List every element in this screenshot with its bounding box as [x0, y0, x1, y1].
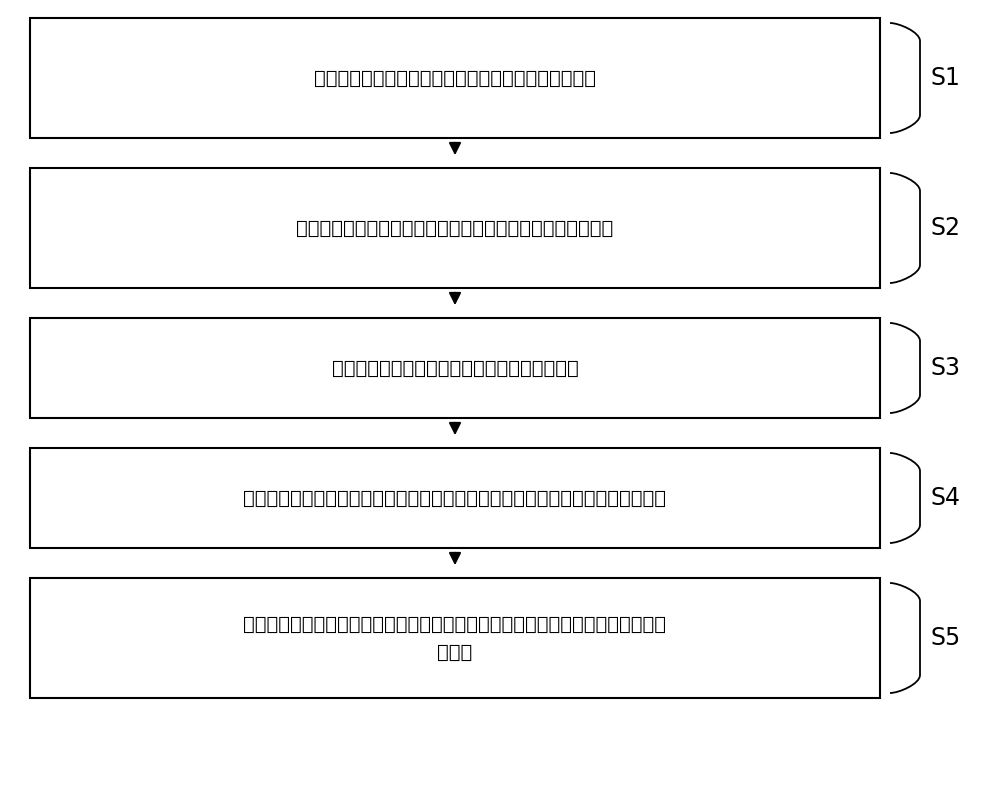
- Text: 利用核模糊聚类算法迭代计算隶属度矩阵与聚类中心矩阵，直至满足迭代停止条件: 利用核模糊聚类算法迭代计算隶属度矩阵与聚类中心矩阵，直至满足迭代停止条件: [244, 489, 666, 508]
- Text: S2: S2: [930, 216, 960, 240]
- Text: 分析隶属度矩阵，比较待测样本隶属度值与各故障标准序列隶属度值并确定最终故
障类型: 分析隶属度矩阵，比较待测样本隶属度值与各故障标准序列隶属度值并确定最终故 障类型: [244, 615, 666, 661]
- Text: S3: S3: [930, 356, 960, 380]
- Bar: [30, 578, 880, 698]
- Text: S1: S1: [930, 66, 960, 90]
- Text: 选择核函数类型，初始化模糊聚类算法相关参数: 选择核函数类型，初始化模糊聚类算法相关参数: [332, 359, 578, 378]
- Text: 结合故障标准序列和改良三比值法建立含待测样本的样本矩阵: 结合故障标准序列和改良三比值法建立含待测样本的样本矩阵: [296, 219, 614, 238]
- Text: S4: S4: [930, 486, 960, 510]
- Bar: [30, 448, 880, 548]
- Text: 基于故障类型明确的油中溶解气样本建立故障标准序列: 基于故障类型明确的油中溶解气样本建立故障标准序列: [314, 68, 596, 87]
- Bar: [30, 168, 880, 288]
- Text: S5: S5: [930, 626, 960, 650]
- Bar: [30, 18, 880, 138]
- Bar: [30, 318, 880, 418]
